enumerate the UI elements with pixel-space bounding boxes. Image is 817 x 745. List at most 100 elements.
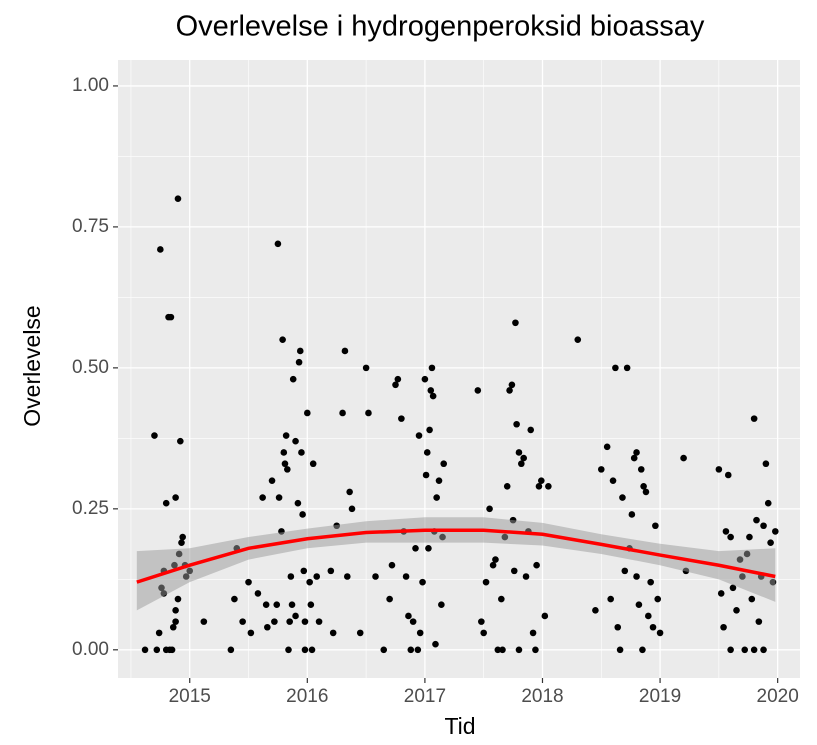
- point: [151, 432, 158, 439]
- y-tick-label: 0.25: [72, 498, 109, 519]
- point: [654, 595, 662, 603]
- point: [680, 454, 687, 462]
- point: [289, 375, 297, 383]
- point: [425, 545, 432, 552]
- point: [513, 420, 520, 428]
- point: [522, 573, 530, 580]
- point: [264, 623, 271, 631]
- point: [527, 426, 535, 434]
- point: [498, 595, 505, 603]
- x-tick-label: 2019: [639, 686, 681, 707]
- point: [729, 584, 737, 592]
- x-tick-label: 2020: [757, 686, 799, 707]
- point: [247, 629, 255, 637]
- point: [535, 482, 543, 490]
- point: [733, 607, 740, 614]
- point: [647, 578, 654, 586]
- point: [287, 573, 295, 580]
- point: [284, 466, 291, 473]
- point: [574, 336, 582, 343]
- point: [609, 477, 617, 484]
- point: [427, 387, 435, 394]
- point: [727, 533, 734, 541]
- plot-panel: [118, 60, 800, 678]
- point: [307, 601, 315, 608]
- point: [162, 646, 170, 654]
- point: [306, 578, 313, 586]
- point: [623, 364, 631, 372]
- point: [656, 629, 664, 637]
- y-tick-label: 0.00: [72, 639, 109, 660]
- point: [285, 646, 292, 654]
- point: [640, 482, 647, 490]
- point: [362, 364, 370, 372]
- point: [274, 240, 282, 248]
- point: [649, 623, 657, 631]
- point: [292, 612, 299, 620]
- point: [300, 567, 308, 575]
- point: [482, 578, 490, 586]
- point: [271, 618, 278, 625]
- point: [727, 646, 734, 654]
- point: [200, 618, 208, 625]
- point: [597, 466, 605, 473]
- point: [499, 646, 506, 654]
- point: [746, 533, 753, 541]
- point: [635, 601, 643, 608]
- point: [760, 522, 767, 530]
- point: [529, 629, 537, 637]
- point: [268, 477, 276, 484]
- y-tick-label: 0.50: [72, 357, 109, 378]
- point: [394, 375, 402, 383]
- point: [764, 499, 772, 507]
- chart-title: Overlevelse i hydrogenperoksid bioassay: [176, 11, 705, 43]
- point: [172, 494, 179, 501]
- point: [153, 646, 161, 654]
- point: [365, 409, 372, 417]
- point: [327, 567, 335, 575]
- point: [512, 319, 519, 327]
- point: [614, 623, 622, 631]
- point: [155, 629, 163, 637]
- y-axis-label: Overlevelse: [19, 305, 45, 426]
- point: [518, 460, 525, 468]
- point: [348, 505, 356, 513]
- point: [489, 561, 497, 569]
- point: [510, 567, 518, 575]
- y-tick-label: 1.00: [72, 75, 109, 96]
- point: [162, 499, 170, 507]
- point: [772, 528, 779, 535]
- x-tick-label: 2017: [404, 686, 446, 707]
- point: [421, 375, 429, 383]
- point: [515, 449, 523, 456]
- point: [296, 347, 304, 355]
- x-tick-label: 2016: [286, 686, 328, 707]
- point: [423, 449, 431, 456]
- point: [628, 511, 636, 518]
- point: [750, 415, 758, 422]
- point: [414, 646, 422, 654]
- point: [633, 573, 640, 580]
- point: [386, 595, 393, 603]
- point: [592, 607, 599, 614]
- point: [607, 595, 614, 603]
- point: [172, 618, 179, 625]
- point: [432, 640, 439, 648]
- point: [503, 482, 511, 490]
- point: [494, 646, 502, 654]
- point: [755, 618, 763, 625]
- point: [422, 471, 430, 479]
- point: [392, 381, 399, 389]
- point: [508, 381, 516, 389]
- point: [426, 426, 433, 434]
- point: [474, 387, 482, 394]
- point: [280, 449, 288, 456]
- point: [419, 578, 426, 586]
- point: [174, 195, 182, 203]
- point: [179, 533, 186, 541]
- point: [308, 646, 316, 654]
- point: [538, 477, 545, 484]
- point: [309, 460, 317, 468]
- point: [720, 623, 727, 631]
